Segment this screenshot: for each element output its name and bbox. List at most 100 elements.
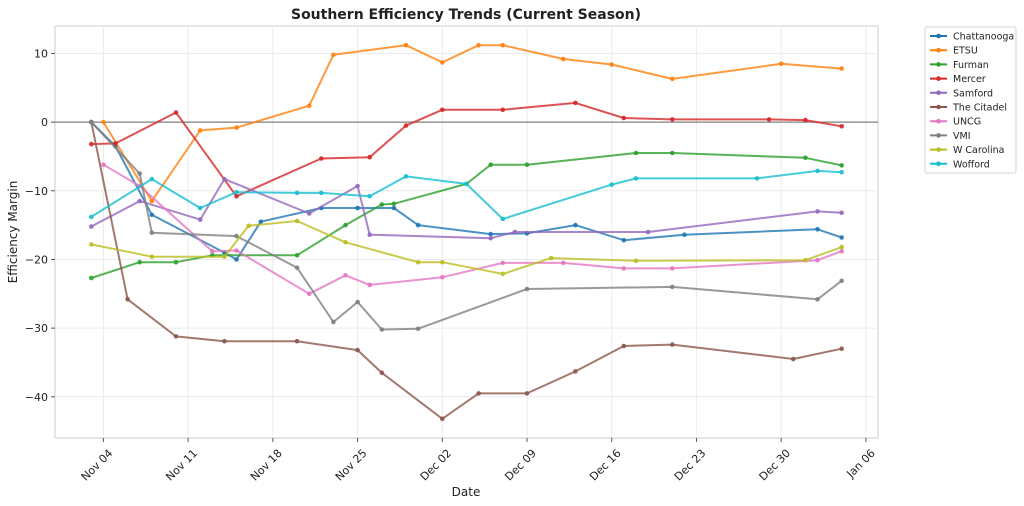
data-point xyxy=(343,222,348,228)
data-point xyxy=(331,52,336,58)
data-point xyxy=(355,299,360,305)
legend-marker xyxy=(936,118,941,124)
data-point xyxy=(173,259,179,265)
data-point xyxy=(113,141,118,146)
data-point xyxy=(101,119,106,125)
data-point xyxy=(670,266,675,271)
data-point xyxy=(403,123,409,128)
data-point xyxy=(573,100,578,106)
data-point xyxy=(548,255,554,261)
data-point xyxy=(488,162,494,167)
legend-label: W Carolina xyxy=(953,145,1005,156)
legend: Chattanooga ETSU Furman Mercer Samford The Ci… xyxy=(924,26,1017,174)
y-tick-label: −30 xyxy=(25,322,48,335)
series-etsu xyxy=(101,42,844,204)
data-point xyxy=(415,326,421,332)
data-point xyxy=(464,181,469,187)
data-point xyxy=(234,248,239,253)
data-point xyxy=(839,170,844,175)
data-point xyxy=(294,265,300,271)
legend-label: The Citadel xyxy=(952,103,1007,114)
data-point xyxy=(573,222,578,228)
legend-marker xyxy=(936,133,941,138)
data-point xyxy=(609,182,614,187)
data-point xyxy=(137,259,142,265)
data-point xyxy=(149,254,155,259)
data-point xyxy=(754,176,760,181)
data-point xyxy=(222,254,227,259)
legend-item: Mercer xyxy=(930,74,986,85)
data-point xyxy=(210,248,215,254)
data-point xyxy=(500,271,506,277)
data-point xyxy=(791,356,796,362)
series-the-citadel xyxy=(89,119,844,422)
y-tick-label: 0 xyxy=(41,116,48,129)
data-point xyxy=(500,107,506,113)
data-point xyxy=(670,117,675,122)
data-point xyxy=(319,156,324,161)
x-axis-label: Date xyxy=(452,485,481,499)
data-point xyxy=(355,347,360,353)
data-point xyxy=(367,282,373,288)
data-point xyxy=(682,232,687,237)
series-samford xyxy=(89,176,844,241)
data-point xyxy=(440,416,445,422)
data-point xyxy=(391,205,397,211)
data-point xyxy=(803,257,808,263)
data-point xyxy=(633,258,639,264)
legend-item: Chattanooga xyxy=(930,32,1014,43)
data-point xyxy=(258,219,264,224)
data-point xyxy=(234,233,239,239)
data-point xyxy=(234,257,239,262)
y-axis-label: Efficiency Margin xyxy=(6,181,20,284)
data-point xyxy=(500,216,506,222)
series-w-carolina xyxy=(89,218,844,277)
data-point xyxy=(839,66,844,71)
data-point xyxy=(149,198,155,204)
data-point xyxy=(294,190,300,196)
data-point xyxy=(440,60,445,65)
data-point xyxy=(778,61,784,67)
legend-label: VMI xyxy=(953,131,971,142)
data-point xyxy=(379,202,385,207)
legend-item: The Citadel xyxy=(930,103,1007,114)
data-point xyxy=(803,117,808,123)
data-point xyxy=(403,174,409,179)
data-point xyxy=(89,275,94,281)
data-point xyxy=(633,176,639,181)
data-point xyxy=(839,163,844,168)
data-point xyxy=(89,214,94,220)
data-point xyxy=(101,162,106,167)
data-point xyxy=(379,370,385,376)
data-point xyxy=(125,297,130,302)
data-point xyxy=(367,194,373,199)
data-point xyxy=(403,42,409,48)
data-point xyxy=(367,232,373,237)
data-point xyxy=(670,284,675,290)
legend-frame xyxy=(924,26,1017,174)
legend-item: ETSU xyxy=(930,46,978,57)
data-point xyxy=(379,327,385,332)
data-point xyxy=(234,125,239,130)
data-point xyxy=(415,222,421,228)
data-point xyxy=(803,155,808,161)
data-point xyxy=(197,217,203,222)
legend-label: Chattanooga xyxy=(953,32,1014,43)
y-axis-ticks: 10 0 −10 −20 −30 −40 xyxy=(25,47,55,404)
series-layer xyxy=(89,42,844,422)
chart-title: Southern Efficiency Trends (Current Seas… xyxy=(291,7,641,23)
data-point xyxy=(609,62,614,67)
data-point xyxy=(306,103,312,108)
data-point xyxy=(670,76,675,82)
data-point xyxy=(440,107,445,113)
legend-label: ETSU xyxy=(953,46,978,57)
data-point xyxy=(222,176,227,182)
data-point xyxy=(670,342,675,347)
data-point xyxy=(149,212,155,218)
series-line-samford xyxy=(90,178,842,240)
legend-label: UNCG xyxy=(953,117,981,128)
legend-item: Samford xyxy=(930,88,993,99)
data-point xyxy=(512,229,518,235)
data-point xyxy=(197,205,203,211)
y-tick-label: 10 xyxy=(34,47,48,60)
